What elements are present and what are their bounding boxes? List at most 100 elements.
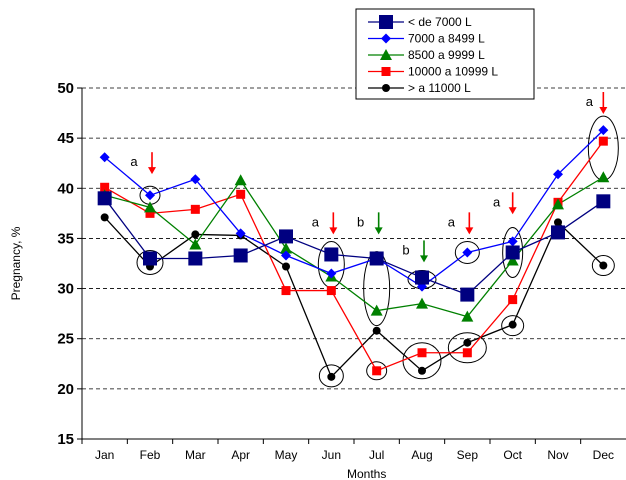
series-line [104, 216, 604, 378]
data-point [234, 174, 247, 186]
annotation-arrowhead [148, 167, 156, 175]
annotation-letter: a [130, 154, 138, 169]
series-line [104, 197, 604, 296]
annotation-group: a a b b a a a [130, 92, 608, 263]
data-point [143, 251, 157, 266]
x-tick-label: Feb [140, 448, 161, 462]
x-tick-label: Dec [593, 448, 614, 462]
data-point [554, 218, 562, 227]
data-point [381, 67, 391, 76]
x-tick-label: Jul [369, 448, 384, 462]
data-point [372, 366, 382, 376]
data-point [418, 366, 426, 375]
highlight-circle [136, 249, 164, 275]
y-tick-label: 30 [57, 281, 74, 298]
data-point [327, 372, 336, 381]
y-tick-label: 20 [57, 381, 74, 398]
data-point [190, 174, 201, 185]
y-tick-label: 50 [57, 80, 74, 97]
data-point [100, 213, 109, 222]
annotation-arrowhead [329, 227, 338, 235]
data-point [369, 251, 384, 266]
data-point [370, 304, 383, 316]
x-tick-label: Apr [231, 448, 250, 462]
data-point [279, 229, 293, 244]
annotation-letter: b [402, 242, 409, 257]
data-point [379, 15, 393, 29]
x-tick-label: Nov [547, 448, 568, 462]
data-point [553, 169, 563, 180]
x-tick-label: Sep [457, 448, 479, 462]
y-axis-label: Pregnancy, % [9, 226, 23, 300]
highlight-circle [591, 255, 615, 277]
data-point [99, 152, 110, 163]
series-group [97, 125, 611, 381]
annotation-arrowhead [465, 227, 474, 235]
data-point [281, 286, 291, 296]
legend-label: 8500 a 9999 L [408, 48, 485, 62]
data-point [282, 262, 290, 271]
highlight-circle [501, 315, 525, 337]
data-point [188, 251, 203, 266]
series-line [104, 140, 604, 372]
data-point [507, 236, 518, 247]
x-tick-label: Oct [503, 448, 522, 462]
data-point [596, 194, 611, 209]
data-point [326, 268, 337, 279]
data-point [460, 287, 475, 302]
series-line [104, 129, 604, 288]
annotation-letter: a [493, 194, 501, 209]
data-point [100, 182, 110, 192]
data-point [415, 270, 429, 285]
x-axis: Jan Feb Mar Apr May Jun Jul Aug Sep Oct Nov Dec [81, 438, 626, 462]
data-point [380, 49, 392, 60]
annotation-arrowhead [420, 255, 428, 263]
annotation-letter: a [586, 94, 594, 109]
legend-label: > a 11000 L [408, 81, 471, 95]
highlight-circle [318, 364, 344, 388]
data-point [280, 242, 292, 254]
y-tick-label: 15 [57, 431, 74, 448]
series-line [104, 176, 604, 318]
annotation-letter: a [448, 214, 456, 229]
data-point [189, 238, 202, 250]
data-point [506, 254, 519, 266]
data-point [381, 33, 391, 44]
data-point [598, 125, 609, 136]
data-point [508, 295, 518, 305]
data-point [382, 84, 390, 92]
data-point [417, 348, 427, 358]
data-point [145, 190, 155, 201]
x-tick-label: Mar [185, 448, 206, 462]
highlight-circle [502, 226, 524, 278]
x-tick-label: Jan [95, 448, 114, 462]
highlight-circle [454, 240, 480, 264]
annotation-letter: a [312, 214, 320, 229]
data-point [598, 136, 608, 146]
data-point [326, 286, 336, 296]
data-point [236, 189, 246, 199]
data-point [462, 247, 473, 258]
x-tick-label: Aug [411, 448, 432, 462]
annotation-arrowhead [599, 107, 608, 115]
x-axis-label: Months [347, 467, 386, 480]
data-point [144, 201, 156, 213]
annotation-arrowhead [374, 227, 383, 235]
data-point [324, 247, 339, 262]
y-tick-label: 35 [57, 230, 74, 247]
data-point [508, 320, 517, 329]
legend-label: 7000 a 8499 L [408, 32, 485, 46]
data-point [461, 310, 474, 322]
data-point [191, 230, 200, 239]
x-tick-label: Jun [322, 448, 341, 462]
legend-label: < de 7000 L [408, 15, 472, 29]
data-point [235, 228, 246, 239]
data-point [463, 338, 472, 347]
y-tick-label: 25 [57, 331, 74, 348]
data-point [372, 326, 381, 335]
y-axis: 15 20 25 30 35 40 45 50 [57, 80, 83, 448]
data-point [145, 208, 155, 218]
data-point [551, 225, 565, 240]
data-point [599, 261, 608, 270]
